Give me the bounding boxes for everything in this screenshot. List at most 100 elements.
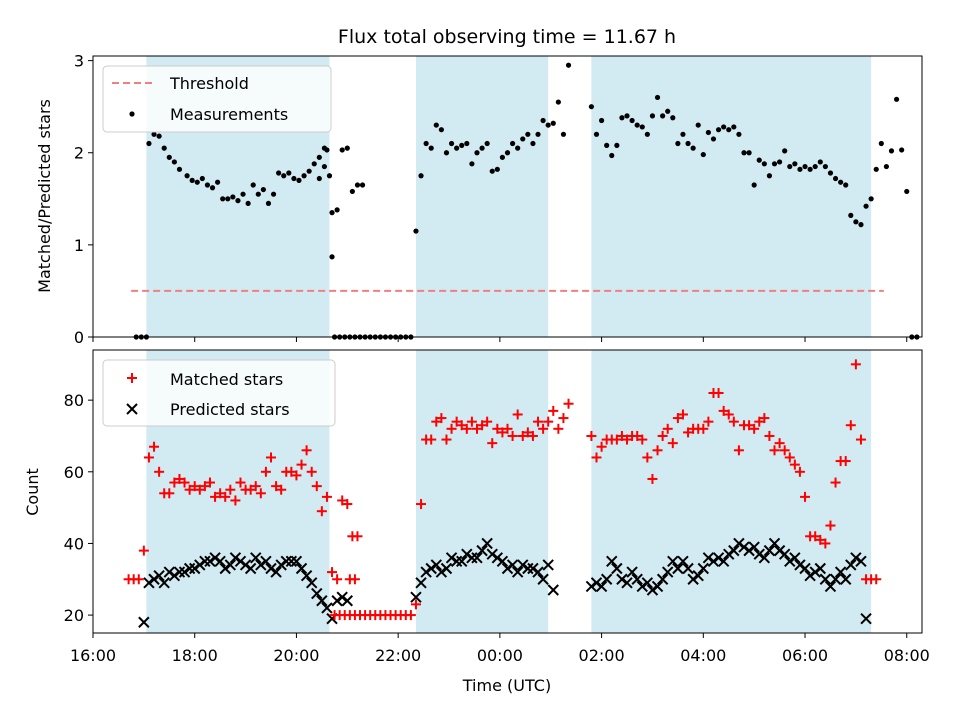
- matched-point-13: [189, 481, 200, 492]
- predicted-point-43-b: [420, 566, 432, 578]
- matched-point-33: [291, 470, 302, 481]
- predicted-point-63: [522, 562, 534, 575]
- measurement-point-128: [746, 150, 752, 156]
- measurement-point-107: [639, 124, 645, 130]
- predicted-point-19: [234, 555, 247, 568]
- matched-point-88: [533, 416, 544, 427]
- measurement-point-157: [893, 96, 900, 102]
- measurement-point-109: [649, 113, 656, 119]
- predicted-point-73-b: [606, 555, 618, 568]
- predicted-point-27: [275, 559, 287, 571]
- measurement-point-99: [598, 117, 605, 124]
- predicted-point-18-b: [229, 552, 242, 564]
- y-tick-label-3: 80: [64, 391, 84, 410]
- predicted-point-38: [331, 595, 343, 607]
- legend-x-marker-b: [126, 403, 138, 415]
- predicted-point-41: [410, 591, 422, 603]
- ratio-panel: 0 1 2 3 Matched/Predicted stars Threshold M…: [35, 52, 923, 347]
- measurement-point-38: [326, 173, 333, 179]
- predicted-point-75-b: [616, 573, 628, 585]
- measurement-point-98: [593, 131, 600, 137]
- predicted-point-59-b: [501, 562, 514, 575]
- predicted-point-104: [763, 544, 776, 557]
- measurement-point-35: [311, 161, 317, 167]
- predicted-point-69-b: [585, 580, 598, 593]
- legend-predicted-label: Predicted stars: [170, 400, 290, 419]
- predicted-point-47-b: [440, 562, 453, 575]
- predicted-point-31-b: [295, 562, 308, 575]
- matched-point-15: [199, 481, 210, 492]
- measurement-point-82: [494, 166, 500, 172]
- count-panel: 20 40 60 80 16:00 18:00 20:00 22:00 00:00 02:00 0…: [23, 349, 930, 695]
- matched-point-94: [563, 398, 574, 409]
- legend-matched-label: Matched stars: [170, 370, 283, 389]
- measurement-point-66: [413, 228, 419, 234]
- measurement-point-125: [731, 124, 737, 130]
- matched-point-82: [502, 423, 513, 434]
- predicted-point-34-b: [311, 587, 323, 600]
- measurement-point-71: [438, 127, 444, 133]
- predicted-point-96-b: [723, 548, 735, 560]
- predicted-point-98-b: [733, 537, 745, 550]
- measurement-point-26: [265, 200, 272, 207]
- predicted-point-121: [850, 552, 862, 564]
- predicted-point-52: [466, 552, 478, 564]
- matched-point-14: [194, 484, 205, 495]
- matched-point-87: [527, 430, 538, 441]
- measurement-point-88: [525, 131, 531, 137]
- measurement-point-139: [802, 163, 808, 170]
- predicted-point-101-b: [748, 541, 760, 553]
- predicted-point-10: [189, 562, 201, 575]
- predicted-point-91-b: [697, 562, 710, 575]
- measurement-point-8: [171, 159, 177, 165]
- predicted-point-40-b: [341, 595, 354, 607]
- measurement-point-48: [324, 147, 330, 153]
- predicted-point-2: [148, 573, 160, 585]
- predicted-point-54: [476, 544, 488, 557]
- matched-point-137: [800, 491, 811, 502]
- predicted-point-50: [456, 555, 468, 568]
- bottom-legend-box: [102, 359, 336, 427]
- measurement-point-17: [220, 196, 226, 202]
- measurement-point-130: [756, 157, 762, 163]
- measurement-point-159: [904, 188, 910, 195]
- predicted-point-121-b: [850, 552, 862, 564]
- matched-point-110: [662, 423, 673, 434]
- predicted-point-112-b: [804, 569, 816, 582]
- measurement-point-138: [797, 166, 803, 172]
- measurement-point-143: [822, 163, 828, 170]
- measurement-point-33: [301, 173, 307, 179]
- predicted-point-24-b: [260, 555, 272, 568]
- matched-point-21: [230, 495, 241, 506]
- predicted-point-65: [532, 566, 544, 578]
- measurement-point-23: [250, 182, 256, 188]
- measurement-point-7: [166, 154, 172, 160]
- matched-point-92: [553, 423, 564, 434]
- predicted-point-5: [163, 566, 175, 578]
- measurement-point-135: [782, 148, 788, 154]
- legend-plus-marker: [127, 373, 137, 383]
- matched-point-2: [133, 574, 144, 585]
- measurement-point-101: [609, 152, 615, 159]
- measurement-point-27: [270, 191, 277, 197]
- measurement-point-144: [827, 170, 834, 176]
- predicted-point-30-b: [290, 555, 303, 568]
- predicted-point-33-b: [305, 577, 318, 589]
- predicted-point-89: [687, 573, 699, 585]
- measurement-point-13: [199, 175, 205, 182]
- matched-point-79: [487, 438, 498, 449]
- matched-point-84: [512, 409, 523, 420]
- predicted-point-29-b: [285, 555, 298, 568]
- measurement-point-21: [240, 191, 246, 197]
- predicted-point-6: [168, 569, 181, 582]
- matched-point-130: [764, 430, 775, 441]
- matched-point-91: [548, 405, 559, 416]
- predicted-point-57-b: [491, 552, 504, 564]
- measurement-point-4: [151, 131, 157, 137]
- measurement-point-111: [660, 113, 666, 119]
- matched-point-67: [426, 434, 437, 445]
- predicted-point-83: [656, 573, 669, 585]
- measurement-point-49: [329, 254, 335, 260]
- measurement-point-137: [792, 161, 798, 167]
- measurement-point-158: [899, 147, 905, 153]
